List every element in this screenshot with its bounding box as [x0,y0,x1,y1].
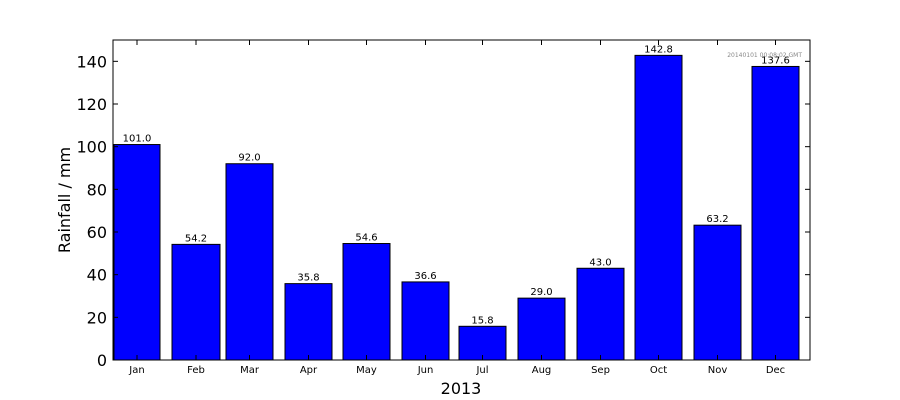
x-axis-ticks: Jan Feb Mar Apr May Jun Jul Aug Sep Oct Nov Dec [128,40,785,376]
bar-mar [225,163,274,361]
x-tick-label: May [356,365,377,376]
bar-value-label: 142.8 [644,44,673,55]
bar-value-label: 54.2 [185,233,207,244]
bar-jun [401,281,450,361]
bar-value-label: 92.0 [238,153,260,164]
x-tick-label: Apr [300,365,318,376]
y-tick-label: 60 [87,223,107,242]
bar-value-label: 54.6 [355,233,377,244]
x-tick-label: Oct [650,365,667,376]
bar-value-label: 137.6 [761,55,790,66]
bar-value-label: 101.0 [123,134,152,145]
bar-labels-group: 101.0 54.2 92.0 35.8 54.6 36.6 15.8 29.0 43.0 142… [123,44,790,326]
y-axis-ticks: 0 20 40 60 80 100 120 140 [76,52,810,370]
plot-frame [112,39,811,361]
bar-value-label: 43.0 [589,257,611,268]
y-tick-label: 80 [87,180,107,199]
bar-value-label: 29.0 [530,287,552,298]
bar-may [342,243,391,361]
y-tick-label: 100 [76,138,107,157]
bar-apr [284,283,333,361]
bar-nov [693,224,742,361]
y-tick-label: 20 [87,308,107,327]
bar-value-label: 63.2 [706,214,728,225]
bar-sep [576,267,625,361]
bar-value-label: 15.8 [471,315,493,326]
bars-group [113,54,800,361]
x-tick-label: Sep [591,365,610,376]
x-tick-label: Dec [766,365,785,376]
x-tick-label: Nov [708,365,728,376]
bar-aug [517,297,566,361]
x-tick-label: Feb [187,365,205,376]
bar-jul [458,325,507,361]
y-tick-label: 120 [76,95,107,114]
timestamp-annotation: 20140101 00:08:02 GMT [727,52,802,59]
bar-dec [751,65,800,361]
bar-feb [171,243,221,361]
bar-value-label: 35.8 [297,273,319,284]
bar-jan [113,144,161,361]
bar-value-label: 36.6 [414,271,436,282]
y-axis-title: Rainfall / mm [55,147,74,253]
x-tick-label: Jan [128,365,144,376]
bar-oct [634,54,683,361]
x-tick-label: Jun [417,365,434,376]
y-tick-label: 0 [97,351,107,370]
x-tick-label: Aug [532,365,552,376]
x-tick-label: Jul [475,365,488,376]
y-tick-label: 40 [87,266,107,285]
y-tick-label: 140 [76,52,107,71]
x-tick-label: Mar [240,365,260,376]
x-axis-title: 2013 [441,379,482,398]
